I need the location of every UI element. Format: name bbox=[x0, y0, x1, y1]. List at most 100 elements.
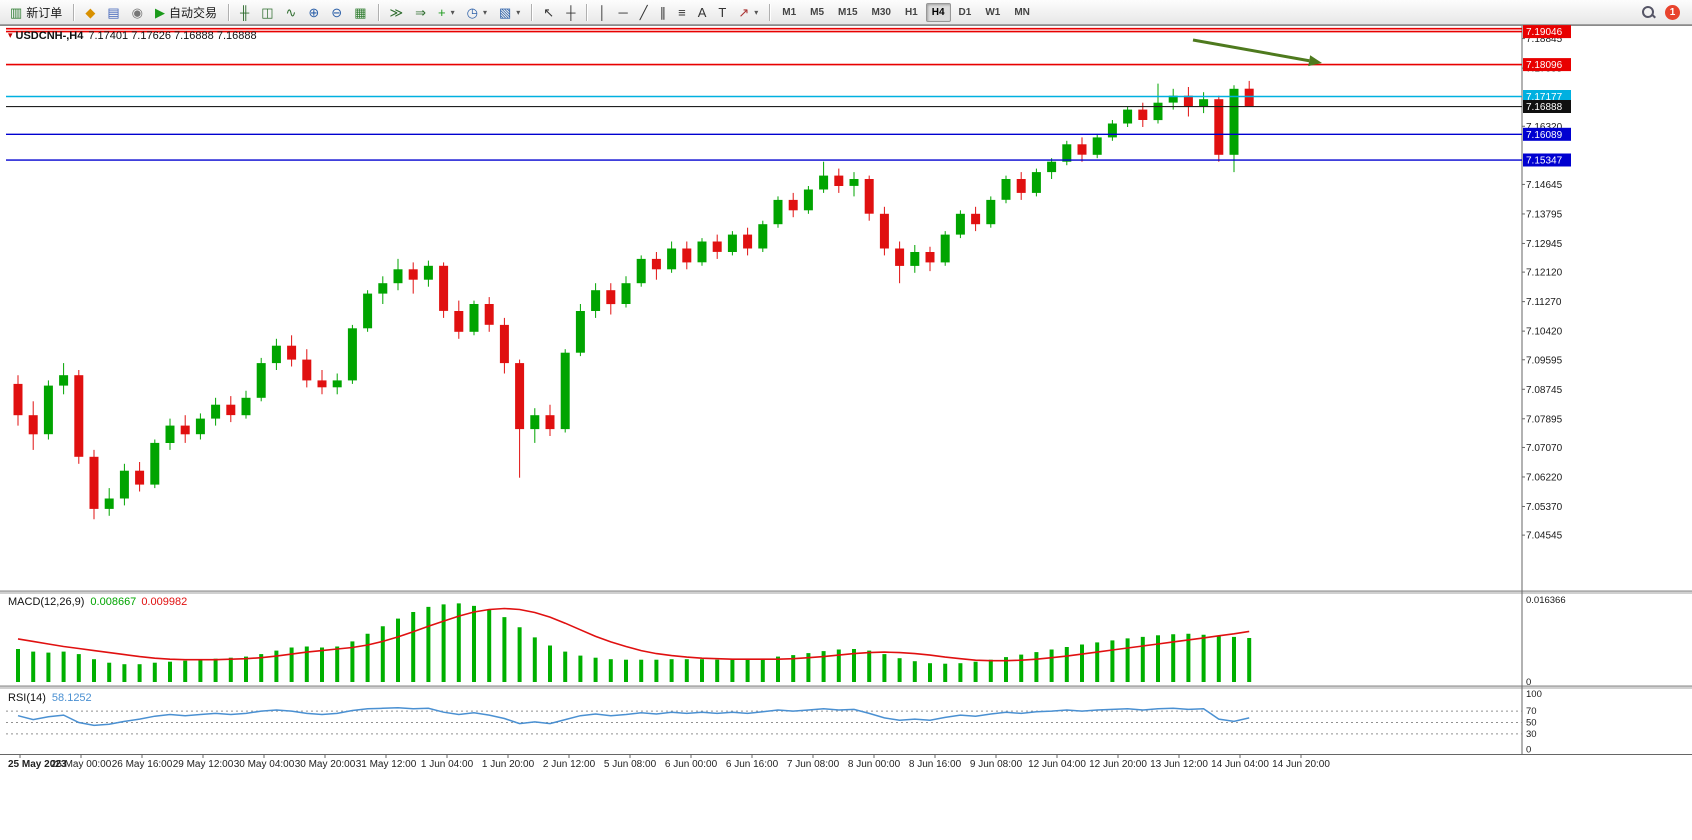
candle-body bbox=[119, 470, 129, 499]
candle-body bbox=[1047, 161, 1057, 173]
vline-icon: │ bbox=[598, 4, 607, 20]
timeframe-w1-button[interactable]: W1 bbox=[985, 6, 1001, 18]
price-axis-label: 7.04545 bbox=[1526, 531, 1563, 542]
macd-axis-zero-label: 0 bbox=[1526, 677, 1531, 688]
crosshair-button[interactable]: ┼ bbox=[560, 2, 581, 23]
timeframe-h4-button[interactable]: H4 bbox=[925, 2, 951, 22]
text-button[interactable]: A bbox=[692, 2, 713, 23]
candle-body bbox=[910, 252, 920, 266]
indicators-button-dropdown[interactable]: ▾ bbox=[450, 7, 455, 17]
candle-body bbox=[545, 415, 555, 430]
candle-body bbox=[484, 304, 494, 325]
arrows-button[interactable]: ↗ ▾ bbox=[732, 2, 764, 23]
indicators-button[interactable]: + ▾ bbox=[432, 2, 461, 23]
text-label-button[interactable]: T bbox=[712, 2, 732, 23]
candle-body bbox=[135, 470, 145, 485]
hline-button[interactable]: ─ bbox=[613, 2, 634, 23]
notification-badge[interactable]: 1 bbox=[1665, 4, 1680, 20]
tile-windows-button[interactable]: ▦ bbox=[348, 2, 372, 23]
trendline-button[interactable]: ╱ bbox=[634, 2, 654, 23]
templates-button[interactable]: ▧ ▾ bbox=[493, 2, 526, 23]
time-axis-label: 8 Jun 00:00 bbox=[848, 759, 901, 770]
candle-body bbox=[819, 175, 829, 190]
zoom-out-button[interactable]: ⊖ bbox=[325, 2, 348, 23]
metaeditor-button[interactable]: ◆ bbox=[79, 2, 101, 23]
fibonacci-button[interactable]: ≡ bbox=[672, 2, 692, 23]
candle-body bbox=[226, 404, 236, 416]
timeframe-m1-button[interactable]: M1 bbox=[782, 6, 797, 18]
periods-button-dropdown[interactable]: ▾ bbox=[482, 7, 487, 17]
candle-body bbox=[925, 252, 935, 263]
candle-body bbox=[43, 385, 53, 435]
time-axis-label: 1 Jun 20:00 bbox=[482, 759, 535, 770]
candle-body bbox=[803, 189, 813, 211]
timeframe-d1-button[interactable]: D1 bbox=[958, 6, 972, 18]
candle-body bbox=[849, 179, 859, 186]
candle-body bbox=[788, 199, 798, 211]
candle-body bbox=[256, 363, 266, 398]
toolbar-right-group: 1 bbox=[1641, 4, 1688, 20]
candle-body bbox=[211, 404, 221, 419]
candlestick-chart-button[interactable]: ◫ bbox=[255, 2, 279, 23]
timeframe-h1-button[interactable]: H1 bbox=[904, 6, 918, 18]
search-icon[interactable] bbox=[1641, 5, 1656, 20]
price-tag-label: 7.15347 bbox=[1526, 156, 1563, 167]
timeframe-m5-button[interactable]: M5 bbox=[810, 6, 825, 18]
autotrading-button[interactable]: ▶ 自动交易 bbox=[149, 2, 223, 23]
candle-body bbox=[712, 241, 722, 252]
time-axis-label: 1 Jun 04:00 bbox=[421, 759, 474, 770]
candle-body bbox=[743, 234, 753, 249]
signals-button[interactable]: ◉ bbox=[126, 2, 149, 23]
candle-body bbox=[1031, 172, 1041, 193]
arrows-button-dropdown[interactable]: ▾ bbox=[754, 7, 759, 17]
zoom-in-icon: ⊕ bbox=[308, 4, 320, 20]
templates-button-dropdown[interactable]: ▾ bbox=[516, 7, 521, 17]
text-label-icon: T bbox=[718, 4, 727, 20]
price-tag bbox=[1523, 58, 1571, 72]
new-order-icon: ▥ bbox=[10, 4, 23, 20]
candle-body bbox=[1077, 144, 1087, 155]
chart-shift-icon: ⇒ bbox=[415, 4, 427, 20]
auto-scroll-button[interactable]: ≫ bbox=[384, 2, 410, 23]
panel-separator-macd bbox=[0, 591, 1692, 594]
rsi-axis-label: 100 bbox=[1526, 689, 1542, 700]
time-axis-label: 30 May 04:00 bbox=[234, 759, 295, 770]
price-axis-label: 7.18845 bbox=[1526, 34, 1563, 45]
tile-windows-icon: ▦ bbox=[354, 4, 367, 20]
timeframe-m15-button[interactable]: M15 bbox=[838, 6, 858, 18]
candle-body bbox=[332, 380, 342, 388]
periods-button[interactable]: ◷ ▾ bbox=[461, 2, 493, 23]
timeframe-mn-button[interactable]: MN bbox=[1014, 6, 1030, 18]
timeframe-m30-button[interactable]: M30 bbox=[871, 6, 891, 18]
trend-arrow[interactable] bbox=[1192, 38, 1310, 63]
price-axis-label: 7.14645 bbox=[1526, 180, 1563, 191]
candle-body bbox=[986, 199, 996, 225]
candle-body bbox=[1229, 88, 1239, 155]
price-axis-label: 7.10420 bbox=[1526, 327, 1563, 338]
candle-body bbox=[575, 311, 585, 353]
fibonacci-icon: ≡ bbox=[678, 4, 686, 20]
hline-icon: ─ bbox=[618, 4, 628, 20]
zoom-in-button[interactable]: ⊕ bbox=[302, 2, 325, 23]
toolbar-separator bbox=[586, 3, 588, 21]
candle-body bbox=[287, 345, 297, 360]
chart-shift-button[interactable]: ⇒ bbox=[409, 2, 432, 23]
bars-chart-button[interactable]: ╫ bbox=[234, 2, 255, 23]
price-tag bbox=[1523, 127, 1571, 141]
new-order-button-label: 新订单 bbox=[26, 5, 63, 20]
channel-button[interactable]: ∥ bbox=[654, 2, 673, 23]
candle-body bbox=[241, 397, 251, 416]
chart-profile-button[interactable]: ▤ bbox=[101, 2, 125, 23]
trend-arrow-head[interactable] bbox=[1308, 55, 1322, 67]
cursor-button[interactable]: ↖ bbox=[537, 2, 560, 23]
vline-button[interactable]: │ bbox=[592, 2, 612, 23]
candle-body bbox=[454, 311, 464, 332]
time-axis-label: 14 Jun 20:00 bbox=[1272, 759, 1330, 770]
candle-body bbox=[758, 224, 768, 249]
price-axis-label: 7.09595 bbox=[1526, 355, 1563, 366]
line-chart-icon: ∿ bbox=[285, 4, 297, 20]
price-axis-label: 7.07070 bbox=[1526, 443, 1563, 454]
new-order-button[interactable]: ▥ 新订单 bbox=[4, 2, 68, 23]
line-chart-button[interactable]: ∿ bbox=[279, 2, 302, 23]
